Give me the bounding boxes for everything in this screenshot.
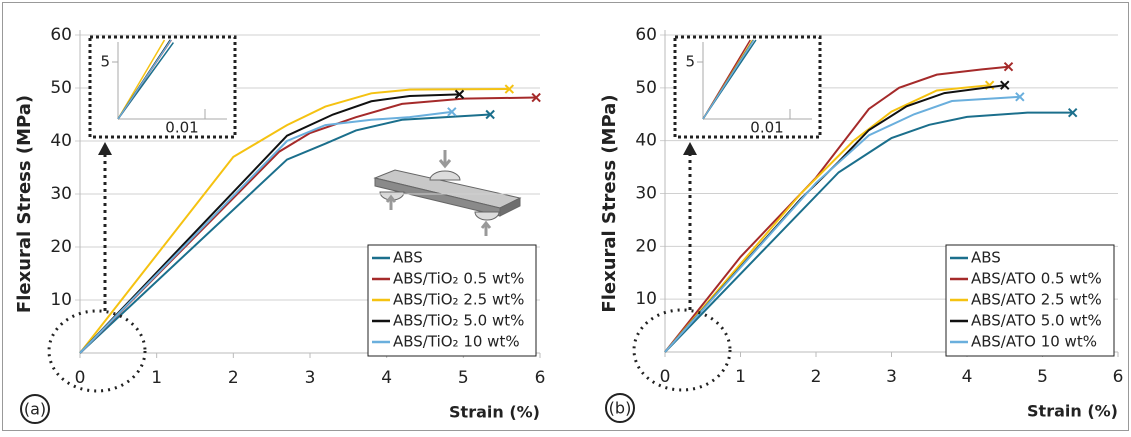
end-marker (504, 84, 515, 94)
legend-label: ABS/TiO₂ 2.5 wt% (393, 291, 524, 309)
figure-frame (2, 2, 1129, 431)
inset-tick-label: 0.01 (165, 119, 198, 137)
end-marker (1067, 107, 1078, 118)
inset-line (117, 39, 166, 120)
legend-label: ABS/TiO₂ 5.0 wt% (393, 312, 524, 330)
end-marker (1003, 61, 1014, 72)
x-tick-label: 4 (962, 367, 973, 387)
zoom-arrowhead (683, 142, 697, 155)
x-tick-label: 3 (305, 368, 316, 388)
y-tick-label: 50 (50, 78, 72, 98)
panel-label: (a) (24, 400, 46, 419)
y-tick-label: 50 (635, 78, 657, 98)
series-line (664, 84, 990, 353)
end-marker (531, 92, 541, 103)
series-line (79, 93, 460, 354)
panel-badge (20, 394, 50, 424)
series-line (664, 111, 1073, 353)
legend-label: ABS/ATO 2.5 wt% (971, 291, 1102, 309)
panel-badge (605, 393, 635, 423)
x-tick-label: 2 (811, 367, 822, 387)
x-tick-label: 0 (75, 368, 86, 388)
x-tick-label: 5 (1037, 367, 1048, 387)
x-tick-label: 4 (381, 368, 392, 388)
y-axis-label: Flexural Stress (MPa) (599, 94, 620, 312)
legend-label: ABS/TiO₂ 0.5 wt% (393, 270, 524, 288)
y-tick-label: 40 (635, 131, 657, 151)
zoom-circle (47, 309, 147, 393)
x-tick-label: 6 (535, 368, 546, 388)
y-tick-label: 30 (50, 184, 72, 204)
panel-label: (b) (609, 399, 632, 418)
inset-tick-label: 0.01 (750, 119, 783, 137)
x-tick-label: 2 (228, 368, 239, 388)
y-tick-label: 10 (50, 290, 72, 310)
series-line (664, 65, 1009, 353)
inset-line (702, 39, 755, 120)
end-marker (485, 109, 495, 120)
x-tick-label: 0 (660, 367, 671, 387)
x-axis-label: Strain (%) (449, 403, 540, 422)
zoom-circle (632, 308, 732, 392)
legend-box (945, 244, 1115, 357)
y-tick-label: 40 (50, 131, 72, 151)
legend-label: ABS/ATO 10 wt% (971, 333, 1097, 351)
zoom-arrowhead (98, 142, 112, 155)
legend-box (367, 244, 537, 357)
series-line (664, 95, 1020, 353)
series-line (79, 88, 510, 354)
end-marker (1000, 80, 1010, 90)
x-tick-label: 3 (886, 367, 897, 387)
y-tick-label: 60 (635, 25, 657, 45)
y-tick-label: 20 (635, 236, 657, 256)
legend-label: ABS (393, 249, 423, 267)
y-tick-label: 10 (635, 289, 657, 309)
y-tick-label: 30 (635, 184, 657, 204)
x-tick-label: 1 (735, 367, 746, 387)
y-tick-label: 60 (50, 25, 72, 45)
legend-label: ABS/ATO 5.0 wt% (971, 312, 1102, 330)
legend-label: ABS/ATO 0.5 wt% (971, 270, 1102, 288)
bending-icon (373, 150, 522, 236)
series-line (79, 96, 537, 354)
inset-tick-label: 5 (100, 53, 110, 71)
end-marker (447, 107, 457, 117)
x-axis-label: Strain (%) (1027, 402, 1118, 421)
x-tick-label: 1 (151, 368, 162, 388)
inset-tick-label: 5 (685, 53, 695, 71)
y-tick-label: 20 (50, 237, 72, 257)
inset-line (117, 39, 172, 120)
x-tick-label: 5 (458, 368, 469, 388)
legend-label: ABS (971, 249, 1001, 267)
end-marker (454, 89, 465, 100)
y-axis-label: Flexural Stress (MPa) (14, 95, 35, 313)
legend-label: ABS/TiO₂ 10 wt% (393, 333, 520, 351)
series-line (79, 110, 452, 354)
x-tick-label: 6 (1113, 367, 1124, 387)
series-line (79, 113, 491, 354)
end-marker (1015, 92, 1025, 102)
